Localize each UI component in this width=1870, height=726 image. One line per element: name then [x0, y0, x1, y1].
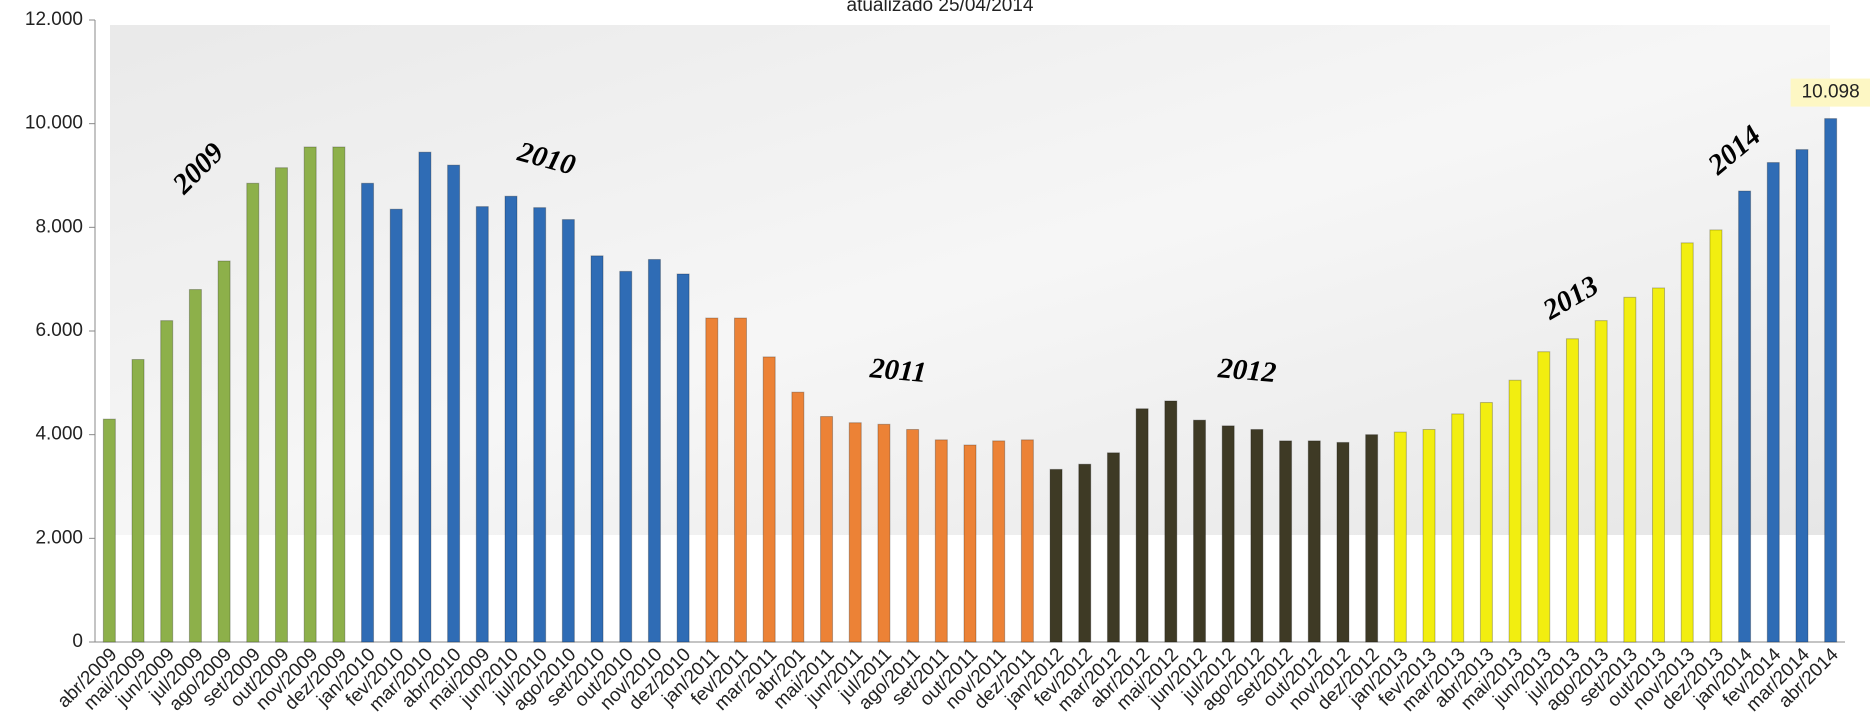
chart-title: atualizado 25/04/2014: [847, 0, 1034, 16]
bar: [562, 220, 574, 642]
bar: [1366, 435, 1378, 642]
y-tick-label: 8.000: [35, 216, 83, 237]
bar: [706, 318, 718, 642]
bar: [390, 209, 402, 642]
bar: [218, 261, 230, 642]
bar: [132, 360, 144, 642]
bar: [1136, 409, 1148, 642]
bar: [1280, 441, 1292, 642]
year-annotation: 2011: [868, 352, 928, 389]
bar: [620, 271, 632, 642]
bar: [591, 256, 603, 642]
bar: [1710, 230, 1722, 642]
bar: [1767, 163, 1779, 642]
bar: [362, 183, 374, 642]
bar: [1624, 297, 1636, 642]
bar: [821, 417, 833, 642]
bar: [1222, 426, 1234, 642]
bar: [993, 441, 1005, 642]
bar: [1653, 288, 1665, 642]
bar: [1825, 119, 1837, 642]
bar: [448, 165, 460, 642]
bar: [1509, 380, 1521, 642]
bar: [247, 183, 259, 642]
bar: [734, 318, 746, 642]
bar: [1165, 401, 1177, 642]
bar: [1194, 420, 1206, 642]
bar: [333, 147, 345, 642]
bar: [1480, 403, 1492, 642]
bar: [103, 419, 115, 642]
bar: [1538, 352, 1550, 642]
bar: [275, 168, 287, 642]
bar: [763, 357, 775, 642]
bar: [1739, 191, 1751, 642]
data-label: 10.098: [1802, 82, 1860, 103]
bar: [476, 207, 488, 642]
bar: [1337, 442, 1349, 642]
bar: [878, 424, 890, 642]
bar: [419, 152, 431, 642]
bar: [1595, 321, 1607, 642]
bar: [1423, 429, 1435, 642]
bar: [161, 321, 173, 642]
bar: [1079, 464, 1091, 642]
y-tick-label: 10.000: [25, 113, 83, 134]
bar: [849, 423, 861, 642]
chart: atualizado 25/04/2014 0 2.000 4.000 6.000 8.…: [0, 0, 1870, 726]
bar: [1050, 469, 1062, 642]
bar: [935, 440, 947, 642]
y-tick-label: 6.000: [35, 320, 83, 341]
bar: [304, 147, 316, 642]
bar: [1308, 441, 1320, 642]
bar: [907, 429, 919, 642]
bar: [648, 259, 660, 642]
bar: [534, 208, 546, 642]
bar: [792, 392, 804, 642]
bar: [189, 290, 201, 642]
y-tick-label: 0: [72, 631, 83, 652]
bar: [677, 274, 689, 642]
bar: [1021, 440, 1033, 642]
bar: [1394, 432, 1406, 642]
bar: [1452, 414, 1464, 642]
bar: [964, 445, 976, 642]
bar: [1107, 453, 1119, 642]
year-annotation: 2012: [1216, 352, 1278, 389]
y-tick-label: 12.000: [25, 9, 83, 30]
y-tick-label: 2.000: [35, 527, 83, 548]
bar: [1251, 429, 1263, 642]
bar: [505, 196, 517, 642]
bar: [1681, 243, 1693, 642]
bar: [1796, 150, 1808, 642]
y-tick-label: 4.000: [35, 424, 83, 445]
bar: [1566, 339, 1578, 642]
